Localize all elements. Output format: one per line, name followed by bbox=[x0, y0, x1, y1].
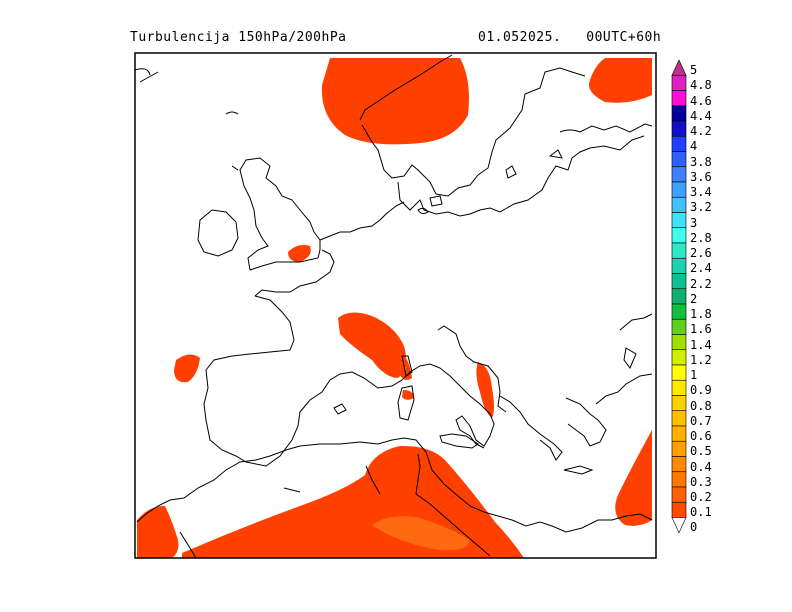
legend-swatch bbox=[671, 410, 687, 427]
legend-label: 4 bbox=[690, 139, 698, 154]
legend-label: 0.8 bbox=[690, 398, 712, 413]
legend-swatch bbox=[671, 334, 687, 351]
turbulence-area-scandinavia bbox=[321, 58, 469, 145]
legend-swatch bbox=[671, 242, 687, 259]
legend-swatch bbox=[671, 74, 687, 91]
legend-label: 3.8 bbox=[690, 154, 712, 169]
legend-label: 2.6 bbox=[690, 246, 712, 260]
turbulence-areas bbox=[137, 58, 652, 558]
legend-swatch bbox=[671, 288, 687, 305]
legend-label: 2.2 bbox=[690, 276, 712, 291]
legend-swatch bbox=[671, 166, 687, 183]
legend-swatch bbox=[671, 303, 687, 320]
legend-swatch bbox=[671, 395, 687, 412]
turbulence-area-italy bbox=[476, 362, 494, 418]
legend-label: 4.8 bbox=[690, 78, 712, 93]
legend-swatch bbox=[671, 486, 687, 503]
legend-label: 1.4 bbox=[690, 337, 712, 352]
turbulence-area-baltic-northeast bbox=[589, 58, 652, 103]
turbulence-area-east-med bbox=[615, 430, 652, 526]
legend-swatch bbox=[671, 456, 687, 473]
legend-swatch bbox=[671, 196, 687, 213]
turbulence-area-biscay bbox=[174, 354, 200, 383]
legend-label: 2.8 bbox=[690, 230, 712, 245]
legend-swatch bbox=[671, 471, 687, 488]
chart-title: Turbulencija 150hPa/200hPa bbox=[130, 30, 347, 45]
legend-color-bar bbox=[671, 59, 687, 534]
legend-label: 0.7 bbox=[690, 413, 712, 428]
legend-swatch bbox=[671, 349, 687, 366]
legend-swatch bbox=[671, 257, 687, 274]
legend-swatch bbox=[671, 151, 687, 168]
turbulence-area-sardinia bbox=[402, 390, 414, 400]
legend-label: 1.6 bbox=[690, 322, 712, 337]
legend-label: 1.2 bbox=[690, 352, 712, 367]
legend-swatch bbox=[671, 120, 687, 137]
legend-label: 0.3 bbox=[690, 474, 712, 489]
legend-swatch bbox=[671, 364, 687, 381]
turbulence-core-sahara bbox=[372, 516, 470, 551]
legend-label: 4.2 bbox=[690, 124, 712, 138]
legend-label: 3.6 bbox=[690, 169, 712, 184]
legend-label: 0.2 bbox=[690, 490, 712, 504]
legend-swatch bbox=[671, 181, 687, 198]
legend-label: 1 bbox=[690, 368, 698, 382]
legend-swatch bbox=[671, 440, 687, 457]
legend-swatch bbox=[671, 318, 687, 335]
legend-swatch bbox=[671, 425, 687, 442]
forecast-time: 01.052025. 00UTC+60h bbox=[478, 30, 662, 45]
legend-label: 3.4 bbox=[690, 185, 712, 199]
legend-swatch bbox=[671, 517, 687, 534]
legend-label: 0.5 bbox=[690, 444, 712, 459]
legend-swatch bbox=[671, 105, 687, 122]
legend-swatch bbox=[671, 379, 687, 396]
legend-label: 0.6 bbox=[690, 429, 712, 443]
legend-label: 3.2 bbox=[690, 200, 712, 215]
legend-label: 0.9 bbox=[690, 383, 712, 398]
legend-swatch bbox=[671, 273, 687, 290]
turbulence-area-morocco bbox=[137, 505, 179, 558]
turbulence-area-gulf-of-lion bbox=[338, 312, 406, 378]
turbulence-area-england bbox=[288, 244, 311, 262]
legend-label: 3 bbox=[690, 215, 698, 230]
legend-swatch bbox=[671, 212, 687, 229]
legend-swatch bbox=[671, 90, 687, 107]
turbulence-area-corsica bbox=[398, 350, 412, 380]
legend-swatch bbox=[671, 227, 687, 244]
legend-swatch bbox=[671, 59, 687, 76]
legend-label: 0 bbox=[690, 519, 698, 534]
legend-swatch bbox=[671, 501, 687, 518]
legend-label: 1.8 bbox=[690, 307, 712, 321]
legend-label: 0.1 bbox=[690, 505, 712, 520]
legend-swatch bbox=[671, 135, 687, 152]
legend-label: 4.4 bbox=[690, 108, 712, 123]
legend-label: 4.6 bbox=[690, 93, 712, 108]
legend-label: 2 bbox=[690, 291, 698, 306]
legend-label: 2.4 bbox=[690, 261, 712, 276]
legend-label: 0.4 bbox=[690, 459, 712, 474]
map-frame bbox=[134, 52, 657, 559]
legend-label: 5 bbox=[690, 63, 698, 77]
coastlines bbox=[135, 54, 653, 558]
